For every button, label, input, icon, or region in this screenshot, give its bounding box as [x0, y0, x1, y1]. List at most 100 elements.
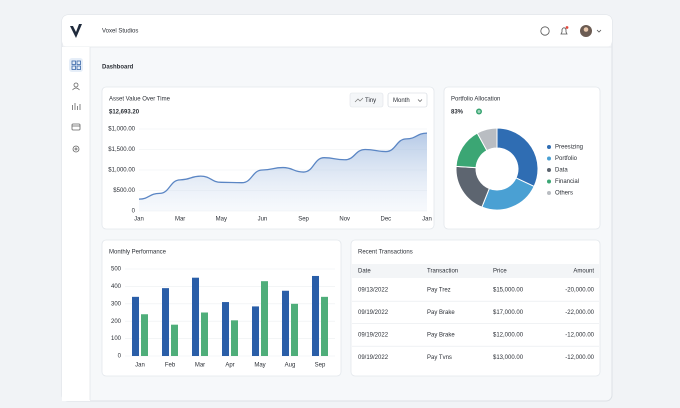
y-tick-label: 100	[111, 336, 122, 342]
x-tick-label: Jan	[135, 363, 145, 369]
bar	[312, 275, 319, 356]
logo[interactable]	[70, 24, 82, 38]
bar	[171, 324, 178, 356]
chart-title: Portfolio Allocation	[451, 97, 500, 103]
table-cell: Pay Trez	[427, 288, 451, 294]
column-header: Transaction	[427, 269, 458, 275]
legend-label: Others	[555, 191, 573, 197]
table-cell: Pay Brake	[427, 333, 455, 339]
menu-caret[interactable]	[596, 29, 602, 33]
x-tick-label: Jan	[422, 217, 432, 223]
page-title: Dashboard	[102, 65, 134, 71]
column-header: Amount	[573, 269, 594, 275]
pie-slice	[476, 127, 498, 152]
table-cell: $13,000.00	[493, 355, 524, 361]
transactions-card	[350, 239, 601, 377]
y-tick-label: $1,000.00	[108, 168, 135, 174]
legend-label: Data	[555, 168, 568, 174]
x-tick-label: Jan	[134, 217, 144, 223]
period-select-label: Month	[393, 98, 410, 104]
range-button[interactable]	[349, 92, 384, 108]
portfolio-summary: 83%	[451, 110, 464, 116]
line	[138, 132, 428, 200]
table-cell: Pay Tvns	[427, 355, 452, 361]
x-tick-label: Sep	[315, 363, 326, 369]
table-cell: -12,000.00	[565, 355, 594, 361]
y-tick-label: 300	[111, 301, 122, 307]
bar	[321, 296, 328, 356]
table-cell: 09/19/2022	[358, 310, 389, 316]
x-tick-label: Aug	[285, 363, 296, 369]
top-bar	[62, 15, 612, 47]
legend-swatch	[547, 156, 551, 161]
table-cell: -12,000.00	[565, 333, 594, 339]
table-cell: $12,000.00	[493, 333, 524, 339]
legend-swatch	[547, 145, 551, 149]
y-tick-label: $1,000.00	[108, 127, 135, 133]
bar	[282, 290, 289, 356]
nav-users[interactable]	[73, 82, 79, 88]
y-tick-label: 200	[111, 319, 122, 325]
nav-wallet[interactable]	[71, 123, 81, 131]
x-tick-label: Feb	[165, 363, 176, 369]
x-tick-label: May	[254, 363, 265, 369]
area	[139, 133, 427, 211]
table-cell: Pay Brake	[427, 310, 455, 316]
range-button-label: Tiny	[365, 98, 376, 104]
bar	[162, 288, 169, 356]
bar	[252, 306, 259, 356]
y-tick-label: $1,500.00	[108, 147, 135, 153]
x-tick-label: Nov	[339, 217, 350, 223]
help-icon[interactable]	[540, 26, 550, 36]
x-tick-label: Sep	[298, 217, 309, 223]
table-cell: $17,000.00	[493, 310, 524, 316]
x-tick-label: Jun	[258, 217, 268, 223]
table-cell: 09/19/2022	[358, 355, 389, 361]
y-tick-label: 500	[111, 267, 122, 273]
legend-label: Financial	[555, 179, 579, 185]
chart-title: Asset Value Over Time	[109, 97, 171, 103]
x-tick-label: May	[216, 217, 227, 223]
column-header: Price	[493, 269, 507, 275]
bar	[222, 302, 229, 356]
nav-settings[interactable]	[72, 145, 80, 153]
x-tick-label: Mar	[175, 217, 185, 223]
table-cell: $15,000.00	[493, 288, 524, 294]
table-cell: 09/13/2022	[358, 288, 389, 294]
legend-swatch	[547, 179, 551, 184]
bell-icon[interactable]	[560, 27, 568, 35]
bar	[231, 320, 238, 356]
y-tick-label: 400	[111, 284, 122, 290]
performance-card	[101, 239, 342, 377]
table-cell: -20,000.00	[565, 288, 594, 294]
legend-label: Preesizing	[555, 145, 583, 151]
table-title: Recent Transactions	[358, 250, 413, 256]
table-cell: -22,000.00	[565, 310, 594, 316]
chart-title: Monthly Performance	[109, 250, 167, 256]
nav-reports[interactable]	[72, 103, 81, 110]
period-select[interactable]	[387, 92, 428, 108]
legend-swatch	[547, 191, 551, 195]
legend-swatch	[547, 168, 551, 172]
y-tick-label: 0	[118, 354, 122, 360]
x-tick-label: Apr	[225, 363, 234, 369]
column-header: Date	[358, 269, 371, 275]
bar	[291, 303, 298, 356]
x-tick-label: Mar	[195, 363, 205, 369]
bar	[261, 281, 268, 356]
y-tick-label: 0	[132, 209, 136, 215]
y-tick-label: $500.00	[113, 188, 135, 194]
bar	[201, 312, 208, 356]
sidebar	[62, 47, 90, 401]
bar	[192, 277, 199, 356]
bar	[141, 314, 148, 356]
table-cell: 09/19/2022	[358, 333, 389, 339]
brand: Voxel Studios	[102, 29, 138, 35]
x-tick-label: Dec	[381, 217, 392, 223]
bar	[132, 296, 139, 356]
nav-active[interactable]	[69, 58, 83, 72]
legend-label: Portfolio	[555, 156, 578, 162]
chart-subtitle: $12,693.20	[109, 110, 140, 116]
